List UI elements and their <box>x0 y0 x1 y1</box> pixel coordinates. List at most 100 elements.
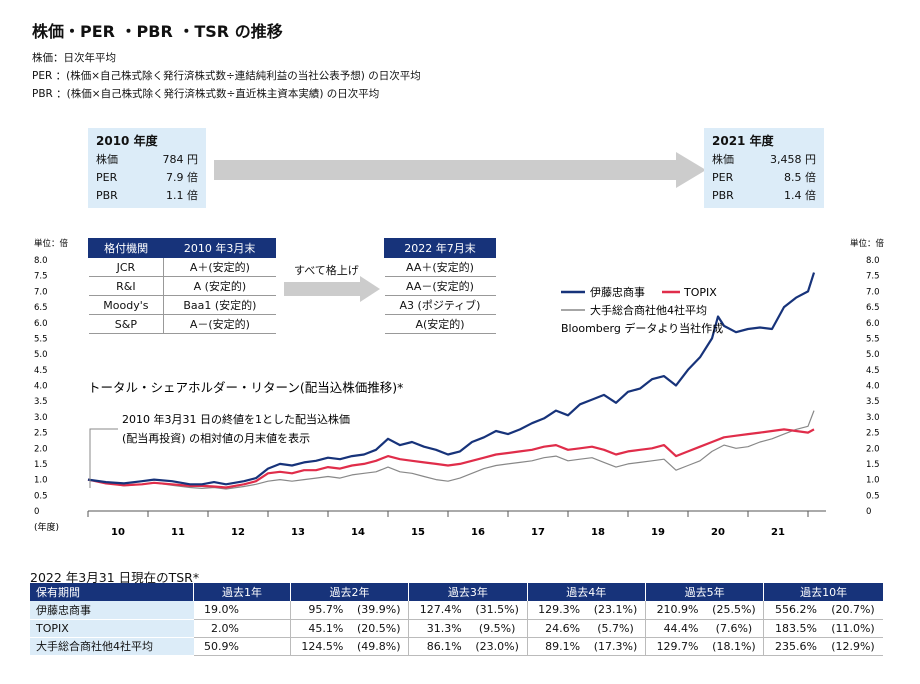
rating-agency: R&I <box>88 276 165 296</box>
y-tick-label-left: 2.0 <box>34 444 48 454</box>
tsr-annualized-value <box>244 601 291 620</box>
tsr-annualized-value <box>244 619 291 638</box>
box-2021-label: PBR <box>712 189 734 202</box>
y-tick-label-left: 0.5 <box>34 491 48 501</box>
rating-value-after: A(安定的) <box>384 314 496 334</box>
x-tick-label: 16 <box>471 527 485 538</box>
y-tick-label-right: 3.0 <box>866 413 880 423</box>
table-row: S&P A－(安定的) <box>88 314 276 334</box>
tsr-cumulative-value: 210.9% <box>645 601 705 620</box>
progress-arrow-icon <box>214 152 706 188</box>
y-tick-label-left: 5.5 <box>34 334 48 344</box>
y-tick-label-left: 5.0 <box>34 350 48 360</box>
x-axis-label: (年度) <box>34 521 59 533</box>
tsr-row-label: 大手総合商社他4社平均 <box>30 637 194 656</box>
tsr-header-10y: 過去10年 <box>763 583 883 601</box>
y-tick-label-right: 4.5 <box>866 366 880 376</box>
y-tick-label-right: 7.0 <box>866 287 880 297</box>
tsr-annualized-value <box>244 637 291 656</box>
tsr-cumulative-value: 50.9% <box>193 637 245 656</box>
box-2010-value: 1.1 倍 <box>166 189 198 202</box>
x-tick-label: 21 <box>771 527 785 538</box>
table-row: TOPIX 2.0% 45.1% (20.5%) 31.3% (9.5%) 24.6% (5.… <box>30 619 883 638</box>
table-row: A(安定的) <box>384 314 496 334</box>
y-tick-label-left: 8.0 <box>34 256 48 266</box>
x-tick-label: 20 <box>711 527 725 538</box>
table-row: AA－(安定的) <box>384 276 496 296</box>
ratings-table-2010: 格付機関 2010 年3月末 JCR A＋(安定的) R&I A (安定的) Moo… <box>87 238 276 334</box>
box-2010-label: PBR <box>96 189 118 202</box>
ratings-table-2022: 2022 年7月末 AA＋(安定的) AA－(安定的) A3 (ポジティブ) A… <box>384 238 496 334</box>
ratings-header-agency: 格付機関 <box>87 238 165 258</box>
y-tick-label-right: 6.0 <box>866 319 880 329</box>
y-axis-label-right: 単位：倍 <box>850 238 885 249</box>
x-tick-label: 10 <box>111 527 125 538</box>
x-tick-label: 11 <box>171 527 185 538</box>
tsr-annualized-value: (11.0%) <box>822 619 883 638</box>
ratings-header-2010: 2010 年3月末 <box>163 238 276 258</box>
y-tick-label-right: 6.5 <box>866 303 880 313</box>
y-tick-label-left: 1.0 <box>34 476 48 486</box>
y-tick-label-left: 4.5 <box>34 366 48 376</box>
table-row: R&I A (安定的) <box>88 276 276 296</box>
y-tick-label-right: 4.0 <box>866 382 880 392</box>
source-note: Bloomberg データより当社作成 <box>561 321 723 335</box>
box-2021-value: 8.5 倍 <box>784 171 816 184</box>
series-lines <box>87 272 816 490</box>
x-tick-label: 19 <box>651 527 665 538</box>
chart-title: トータル・シェアホルダー・リターン(配当込株価推移)* <box>88 380 403 395</box>
y-tick-label-left: 7.0 <box>34 287 48 297</box>
x-tick-label: 14 <box>351 527 365 538</box>
tsr-annualized-value: (12.9%) <box>822 637 883 656</box>
legend-label-itochu: 伊藤忠商事 <box>590 285 645 299</box>
y-tick-label-left: 3.0 <box>34 413 48 423</box>
rating-agency: Moody's <box>88 295 165 315</box>
y-tick-label-left: 0 <box>34 507 39 517</box>
definition-price: 株価：日次年平均 <box>32 52 116 64</box>
y-tick-label-right: 3.5 <box>866 397 880 407</box>
tsr-cumulative-value: 31.3% <box>408 619 468 638</box>
chart-note-line1: 2010 年3月31 日の終値を1とした配当込株価 <box>122 412 350 426</box>
page-title: 株価・PER ・PBR ・TSR の推移 <box>32 22 283 41</box>
box-2010-label: PER <box>96 171 118 184</box>
rating-value-after: A3 (ポジティブ) <box>384 295 496 315</box>
y-axis-label-left: 単位：倍 <box>34 238 69 249</box>
tsr-cumulative-value: 95.7% <box>290 601 350 620</box>
ratings-arrow-label: すべて格上げ <box>294 264 359 277</box>
table-row: Moody's Baa1 (安定的) <box>88 295 276 315</box>
box-2010-year: 2010 年度 <box>96 134 158 148</box>
series-line-peers <box>87 410 815 490</box>
box-2010-value: 784 円 <box>162 153 199 166</box>
tsr-cumulative-value: 127.4% <box>408 601 468 620</box>
tsr-header-period: 保有期間 <box>30 583 194 601</box>
y-axis-right: 0 0.5 1.0 1.5 2.0 2.5 3.0 3.5 4.0 4.5 5.0 5.5 6.0 6.5… <box>866 256 880 517</box>
tsr-row-label: 伊藤忠商事 <box>30 601 194 620</box>
series-line-topix <box>87 428 815 489</box>
tsr-annualized-value: (25.5%) <box>704 601 765 620</box>
y-tick-label-right: 0.5 <box>866 491 880 501</box>
box-2021-label: 株価 <box>712 153 734 166</box>
tsr-annualized-value: (49.8%) <box>349 637 410 656</box>
rating-value: Baa1 (安定的) <box>163 295 276 315</box>
chart-note-line2: (配当再投資) の相対値の月末値を表示 <box>122 431 310 445</box>
tsr-cumulative-value: 235.6% <box>763 637 823 656</box>
table-row: 大手総合商社他4社平均 50.9% 124.5% (49.8%) 86.1% (23.0%… <box>30 637 883 656</box>
series-line-itochu <box>87 272 816 486</box>
y-axis-left: 0 0.5 1.0 1.5 2.0 2.5 3.0 3.5 4.0 4.5 5.0 5.5 6.0 6.5… <box>34 256 48 517</box>
rating-value: A＋(安定的) <box>163 257 276 277</box>
y-tick-label-left: 4.0 <box>34 382 48 392</box>
y-tick-label-right: 1.0 <box>866 476 880 486</box>
y-tick-label-right: 5.0 <box>866 350 880 360</box>
note-leader-line <box>89 428 118 488</box>
ratings-header-2022: 2022 年7月末 <box>384 238 496 258</box>
y-tick-label-right: 5.5 <box>866 334 880 344</box>
table-row: JCR A＋(安定的) <box>88 257 276 277</box>
x-tick-label: 18 <box>591 527 605 538</box>
tsr-annualized-value: (31.5%) <box>467 601 528 620</box>
rating-value: A－(安定的) <box>163 314 276 334</box>
tsr-annualized-value: (39.9%) <box>349 601 410 620</box>
tsr-annualized-value: (18.1%) <box>704 637 765 656</box>
tsr-cumulative-value: 183.5% <box>763 619 823 638</box>
box-2021-year: 2021 年度 <box>712 134 774 148</box>
tsr-header-1y: 過去1年 <box>193 583 291 601</box>
